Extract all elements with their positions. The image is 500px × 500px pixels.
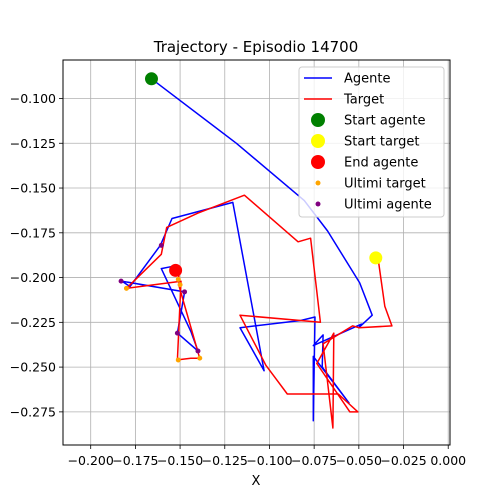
- point-start-agente: [144, 72, 158, 86]
- y-tick-label: −0.100: [10, 91, 56, 106]
- legend-box: [298, 66, 445, 218]
- point-end-agente: [169, 263, 183, 277]
- y-tick-label: −0.150: [10, 181, 56, 196]
- legend-label-ultimi-target: Ultimi target: [344, 177, 426, 192]
- x-tick-label: −0.200: [68, 453, 114, 468]
- point-start-target: [369, 251, 383, 265]
- y-tick-label: −0.250: [10, 360, 56, 375]
- legend-swatch-ultimi-target: [315, 180, 321, 186]
- series-line-target: [125, 194, 393, 429]
- legend-label-start-agente: Start agente: [344, 114, 425, 129]
- point-ultimi-target: [175, 276, 181, 282]
- legend: Agente Target Start agente Start target End …: [298, 66, 445, 218]
- x-tick-label: −0.050: [336, 453, 382, 468]
- legend-swatch-start-agente: [311, 113, 325, 127]
- y-tick-label: −0.175: [10, 225, 56, 240]
- point-ultimi-target: [197, 355, 203, 361]
- x-tick-label: −0.100: [246, 453, 292, 468]
- point-ultimi-target: [177, 282, 183, 288]
- legend-label-ultimi-agente: Ultimi agente: [344, 198, 432, 213]
- legend-label-end-agente: End agente: [344, 156, 418, 171]
- legend-label-start-target: Start target: [344, 135, 419, 150]
- x-tick-label: −0.125: [202, 453, 248, 468]
- x-tick-label: −0.175: [112, 453, 158, 468]
- y-tick-label: −0.225: [10, 315, 56, 330]
- legend-swatch-ultimi-agente: [315, 201, 321, 207]
- legend-swatch-start-target: [311, 134, 325, 148]
- plot-frame: [62, 59, 451, 446]
- point-ultimi-target: [175, 357, 181, 363]
- x-axis-label: X: [252, 474, 261, 489]
- chart-title: Trajectory - Episodio 14700: [153, 38, 359, 56]
- point-ultimi-agente: [182, 289, 188, 295]
- series-line-agente: [121, 78, 373, 422]
- x-tick-label: 0.000: [430, 453, 466, 468]
- plot-data: [118, 72, 393, 429]
- y-tick-label: −0.200: [10, 270, 56, 285]
- legend-label-target: Target: [343, 93, 384, 108]
- point-ultimi-agente: [118, 278, 124, 284]
- y-tick-label: −0.275: [10, 404, 56, 419]
- y-tick-label: −0.125: [10, 136, 56, 151]
- point-ultimi-agente: [195, 348, 201, 354]
- point-ultimi-target: [123, 285, 129, 291]
- axis-ticks: −0.200−0.175−0.150−0.125−0.100−0.075−0.0…: [10, 91, 466, 468]
- legend-label-agente: Agente: [344, 72, 390, 87]
- x-tick-label: −0.150: [157, 453, 203, 468]
- legend-swatch-end-agente: [311, 155, 325, 169]
- x-tick-label: −0.025: [380, 453, 426, 468]
- point-ultimi-agente: [174, 330, 180, 336]
- point-ultimi-agente: [158, 242, 164, 248]
- x-tick-label: −0.075: [291, 453, 337, 468]
